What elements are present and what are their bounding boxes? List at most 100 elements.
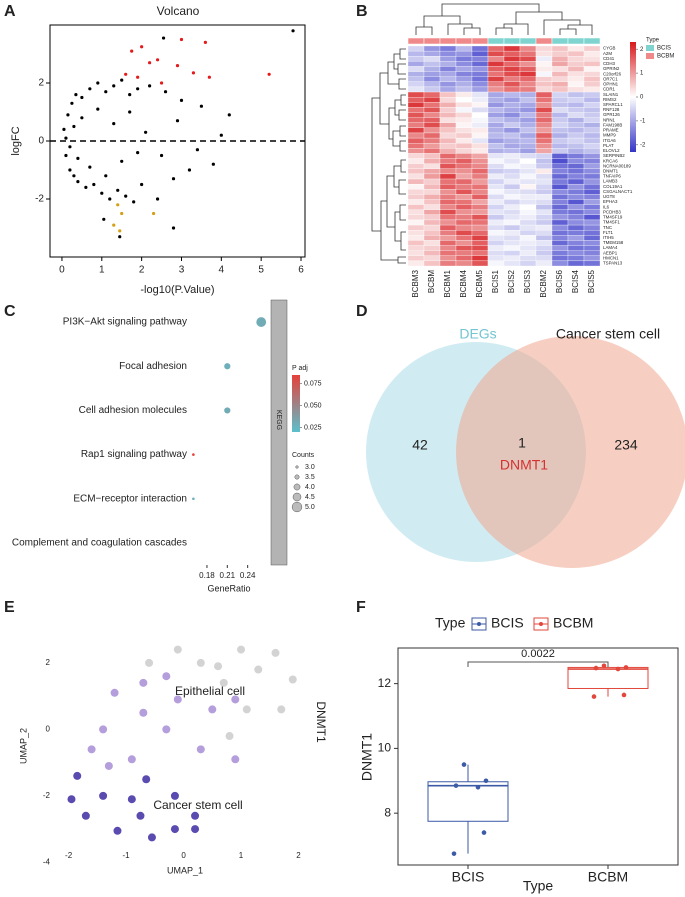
heatmap-cell <box>567 168 585 175</box>
point <box>80 95 84 100</box>
heatmap-cell <box>503 168 521 175</box>
heatmap-cell <box>535 107 553 113</box>
colorbar <box>292 375 300 432</box>
heatmap-cell <box>535 153 553 159</box>
point <box>173 645 182 654</box>
point <box>108 197 112 201</box>
point <box>142 775 151 784</box>
heatmap-cell <box>455 153 473 159</box>
heatmap-cell <box>455 235 473 241</box>
heatmap-cell <box>471 107 489 113</box>
heatmap-cell <box>439 132 457 139</box>
heatmap-cell <box>455 76 473 82</box>
heatmap-cell <box>423 97 441 103</box>
heatmap-cell <box>551 45 569 52</box>
heatmap-cell <box>503 81 521 88</box>
row-label: CSGALNACT1 <box>603 189 633 194</box>
heatmap-cell <box>551 173 569 180</box>
point <box>175 64 180 68</box>
heatmap-cell <box>455 107 473 113</box>
heatmap-cell <box>519 219 537 226</box>
heatmap-cell <box>471 260 489 267</box>
point <box>118 235 122 239</box>
point <box>76 156 80 160</box>
heatmap-cell <box>503 204 521 210</box>
heatmap-cell <box>455 194 473 200</box>
heatmap-cell <box>535 245 553 251</box>
row-label: OR7C1 <box>603 76 618 81</box>
heatmap-cell <box>471 230 489 236</box>
heatmap-cell <box>519 245 537 251</box>
heatmap-cell <box>503 102 521 108</box>
category-label: Focal adhesion <box>119 361 187 372</box>
heatmap-cell <box>439 148 457 154</box>
heatmap-cell <box>583 260 601 267</box>
heatmap-cell <box>567 50 585 57</box>
point <box>170 791 179 800</box>
heatmap-cell <box>583 173 601 180</box>
heatmap-cell <box>423 117 441 123</box>
row-label: HMCN1 <box>603 255 619 260</box>
heatmap-cell <box>583 219 601 226</box>
heatmap-cell <box>471 224 489 231</box>
point <box>67 795 76 804</box>
heatmap-cell <box>583 102 601 108</box>
heatmap-cell <box>503 45 521 52</box>
row-dendrogram <box>371 48 406 264</box>
heatmap-cell <box>583 194 601 200</box>
size-key <box>292 492 302 502</box>
dot <box>192 497 195 501</box>
heatmap-cell <box>535 173 553 180</box>
point <box>155 197 160 201</box>
heatmap-cell <box>503 117 521 123</box>
heatmap-cell <box>487 219 505 226</box>
heatmap-cell <box>503 183 521 190</box>
heatmap-cell <box>407 112 425 118</box>
legend-label: BCIS <box>657 46 671 52</box>
heatmap-cell <box>407 209 425 215</box>
point <box>120 211 124 216</box>
heatmap-cell <box>455 173 473 180</box>
point <box>179 98 184 102</box>
heatmap-cell <box>439 107 457 113</box>
heatmap-cell <box>519 107 537 113</box>
point <box>601 663 607 669</box>
heatmap-cell <box>583 240 601 246</box>
y-tick-label: 2 <box>38 78 44 89</box>
heatmap-cell <box>423 122 441 129</box>
intersection-label: DNMT1 <box>500 457 548 473</box>
heatmap-cell <box>455 71 473 77</box>
heatmap-cell <box>407 219 425 226</box>
category-label: Complement and coagulation cascades <box>12 538 187 549</box>
heatmap-cell <box>487 173 505 180</box>
heatmap-cell <box>487 76 505 82</box>
point <box>481 830 487 835</box>
point <box>136 75 140 79</box>
heatmap-cell <box>471 173 489 180</box>
heatmap-cell <box>503 163 521 169</box>
heatmap-cell <box>551 97 569 103</box>
heatmap-cell <box>583 112 601 118</box>
heatmap-cell <box>583 117 601 123</box>
heatmap-cell <box>407 148 425 154</box>
size-label: 4.5 <box>305 494 315 501</box>
heatmap-cell <box>455 122 473 129</box>
x-tick-label: BCIS <box>452 869 485 885</box>
point <box>291 29 295 33</box>
point <box>227 113 231 117</box>
y-tick-label: -2 <box>43 791 51 800</box>
colorbar-label: 0.025 <box>304 424 322 431</box>
heatmap-cell <box>487 91 505 98</box>
heatmap-cell <box>567 137 585 144</box>
point <box>623 665 629 670</box>
heatmap-cell <box>503 255 521 262</box>
point <box>124 72 128 76</box>
heatmap-cell <box>423 107 441 113</box>
panel-label: E <box>4 599 15 616</box>
heatmap-cell <box>567 219 585 226</box>
heatmap-cell <box>471 183 489 190</box>
heatmap-cell <box>503 250 521 256</box>
heatmap-cell <box>407 194 425 200</box>
heatmap-cell <box>487 158 505 164</box>
heatmap-cell <box>455 209 473 215</box>
